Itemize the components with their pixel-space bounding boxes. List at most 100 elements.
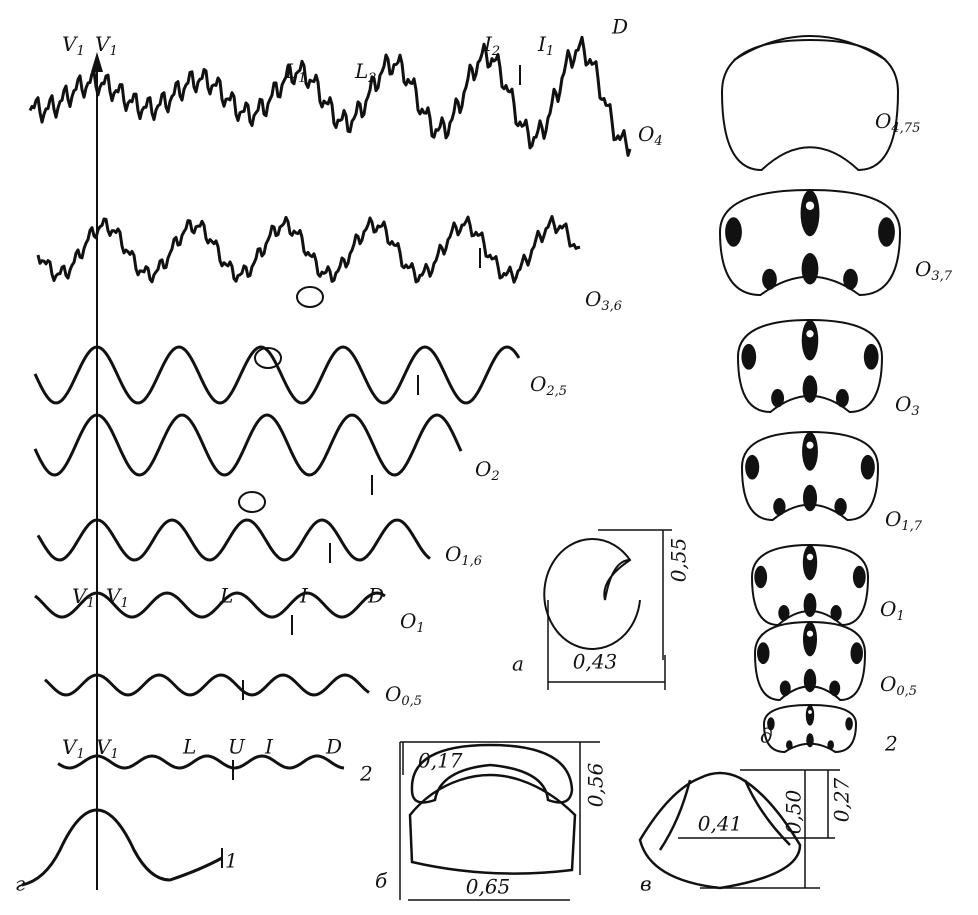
- lobe-label-sub: 1: [120, 596, 128, 611]
- stage-label-base: O: [445, 542, 461, 566]
- suture-line: [22, 810, 222, 885]
- stage-label-sub: 2: [490, 469, 499, 484]
- septal-mark: [762, 269, 777, 290]
- lobe-label-sub: 1: [546, 44, 554, 59]
- lobe-label-sub: 1: [298, 71, 306, 86]
- septal-mark: [861, 455, 875, 480]
- dimension-label: 0,65: [466, 875, 511, 899]
- stage-label-base: O: [585, 287, 601, 311]
- septal-mark: [836, 389, 849, 407]
- septal-mark: [878, 217, 895, 246]
- stage-label: O1: [880, 597, 905, 624]
- septal-mark: [851, 642, 863, 664]
- septal-mark: [786, 740, 793, 749]
- stage-label: O0,5: [880, 672, 917, 699]
- septal-mark: [804, 593, 817, 617]
- lobe-label: L2: [354, 59, 377, 86]
- siphuncle: [297, 287, 323, 307]
- lobe-label-base: L: [354, 59, 368, 83]
- lobe-label: L: [182, 735, 196, 759]
- septal-mark: [864, 344, 879, 370]
- lobe-label: U: [228, 735, 246, 759]
- dimension-label: 0,27: [830, 777, 854, 822]
- stage-label-base: O: [638, 122, 654, 146]
- stage-label-sub: 3,6: [601, 299, 622, 314]
- dimension-label: 0,55: [667, 538, 691, 583]
- siphuncle: [806, 330, 813, 337]
- suture-line: [38, 217, 580, 283]
- septal-mark: [745, 455, 759, 480]
- septal-mark: [853, 566, 866, 588]
- septal-mark: [845, 717, 853, 730]
- suture-line: [35, 347, 519, 403]
- septal-mark: [802, 432, 818, 471]
- lobe-label-sub: 2: [491, 44, 500, 59]
- lobe-label-sub: 1: [76, 747, 84, 762]
- diagram: V1V1L1L2I2I1DO4O3,6O2,5O2O1,6O1O0,521V1V…: [0, 0, 978, 915]
- septal-mark: [806, 733, 814, 747]
- siphuncle: [807, 631, 813, 637]
- stage-label-sub: 1: [896, 609, 904, 624]
- lobe-label: V1: [72, 584, 95, 611]
- stage-label-base: O: [475, 457, 491, 481]
- lobe-label: V1: [62, 735, 85, 762]
- shell: [544, 539, 640, 649]
- septal-mark: [803, 545, 817, 580]
- septal-mark: [801, 190, 820, 236]
- panel-label: д: [760, 724, 773, 748]
- siphuncle: [808, 710, 812, 714]
- septal-mark: [802, 253, 819, 285]
- panel-label: б: [375, 869, 388, 893]
- stage-label: O3,7: [915, 257, 953, 284]
- septal-mark: [803, 622, 817, 656]
- lobe-label: V1: [62, 32, 85, 59]
- stage-label: O4: [638, 122, 663, 149]
- septal-mark: [806, 705, 814, 726]
- lobe-label: I: [299, 584, 309, 608]
- septal-mark: [803, 375, 818, 403]
- septal-mark: [804, 669, 816, 692]
- septal-mark: [725, 217, 742, 246]
- septal-mark: [834, 498, 846, 516]
- lobe-label-sub: 2: [367, 71, 376, 86]
- suture-line: [35, 415, 461, 475]
- siphuncle: [807, 554, 813, 560]
- panel-label: г: [15, 872, 25, 896]
- lobe-label-base: L: [284, 59, 298, 83]
- stage-label-sub: 2,5: [545, 384, 567, 399]
- septal-mark: [773, 498, 785, 516]
- lobe-label: V1: [96, 735, 119, 762]
- stage-label: O3: [895, 392, 920, 419]
- stage-label-base: O: [895, 392, 911, 416]
- stage-label: 1: [225, 849, 238, 873]
- stage-label-base: O: [915, 257, 931, 281]
- lobe-label: D: [611, 15, 628, 39]
- whorl-section: [722, 40, 898, 170]
- septal-mark: [757, 642, 769, 664]
- stage-label: O1: [400, 609, 425, 636]
- panel-label: а: [512, 652, 524, 676]
- lobe-label: D: [367, 584, 384, 608]
- stage-label-base: O: [885, 507, 901, 531]
- stage-label-sub: 4,75: [890, 121, 920, 136]
- stage-label-sub: 1,6: [461, 554, 482, 569]
- lobe-label: I1: [537, 32, 554, 59]
- panel-label: в: [640, 872, 652, 896]
- stage-label: O2,5: [530, 372, 567, 399]
- septal-mark: [741, 344, 756, 370]
- stage-label-base: O: [880, 597, 896, 621]
- septal-mark: [827, 740, 834, 749]
- lobe-label: V1: [106, 584, 129, 611]
- stage-label: 2: [359, 762, 373, 786]
- lobe-label: I2: [483, 32, 500, 59]
- septal-mark: [802, 320, 819, 360]
- septal-mark: [803, 485, 817, 511]
- dimension-label: 0,50: [782, 789, 806, 834]
- dimension-label: 0,56: [584, 762, 608, 807]
- septal-mark: [843, 269, 858, 290]
- lobe-label: I: [264, 735, 274, 759]
- lobe-label-sub: 1: [86, 596, 94, 611]
- stage-label-sub: 1,7: [901, 519, 922, 534]
- stage-label: O1,7: [885, 507, 923, 534]
- stage-label-base: O: [385, 682, 401, 706]
